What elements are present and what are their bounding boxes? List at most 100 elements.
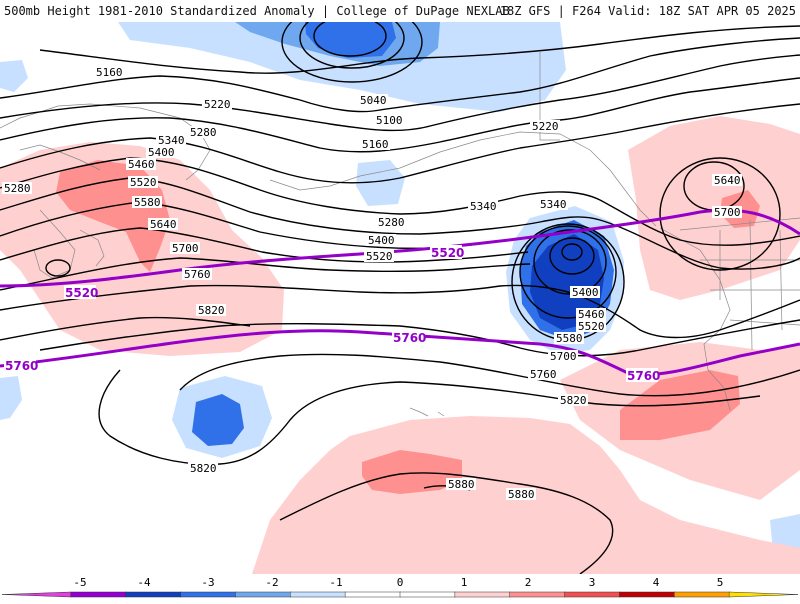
model-run-info: 18Z GFS | F264 Valid: 18Z SAT APR 05 202… (499, 4, 796, 18)
reference-labels: 5520 5520 5760 5760 5760 (4, 245, 660, 383)
height-label: 5340 (468, 200, 498, 213)
height-label: 5700 (548, 350, 578, 363)
map-title: 500mb Height 1981-2010 Standardized Anom… (4, 4, 510, 18)
colorbar-segment (344, 591, 401, 598)
height-label: 5280 (2, 182, 32, 195)
svg-text:5400: 5400 (572, 286, 599, 299)
colorbar-segment (235, 591, 292, 598)
height-label: 5460 (126, 158, 156, 171)
svg-text:5820: 5820 (198, 304, 225, 317)
height-label: 5760 (528, 368, 558, 381)
svg-text:5400: 5400 (148, 146, 175, 159)
height-labels: 5160 5220 5280 5340 5400 5460 5520 5580 … (2, 66, 742, 501)
colorbar-tick-label: 3 (589, 576, 596, 589)
svg-text:5520: 5520 (431, 246, 464, 260)
height-label: 5700 (170, 242, 200, 255)
coastlines (0, 52, 800, 417)
svg-text:5640: 5640 (150, 218, 177, 231)
colorbar-segment (180, 591, 237, 598)
height-label: 5280 (188, 126, 218, 139)
svg-text:5760: 5760 (627, 369, 660, 383)
svg-text:5100: 5100 (376, 114, 403, 127)
colorbar-segment (674, 591, 730, 598)
colorbar-tick-label: -3 (201, 576, 214, 589)
svg-text:5700: 5700 (714, 206, 741, 219)
svg-text:5520: 5520 (366, 250, 393, 263)
svg-text:5700: 5700 (550, 350, 577, 363)
height-label: 5460 (576, 308, 606, 321)
height-label: 5280 (376, 216, 406, 229)
colorbar-tick-label: -4 (137, 576, 151, 589)
svg-text:5820: 5820 (560, 394, 587, 407)
height-label: 5160 (360, 138, 390, 151)
low-center-contours (45, 22, 781, 341)
height-label: 5220 (530, 120, 560, 133)
purple-label: 5520 (430, 245, 464, 260)
height-label: 5700 (712, 206, 742, 219)
colorbar-segment (564, 591, 621, 598)
svg-text:5340: 5340 (158, 134, 185, 147)
colorbar-tick-labels: -5 -4 -3 -2 -1 0 1 2 3 4 5 (73, 576, 723, 589)
colorbar-tick-label: -1 (329, 576, 342, 589)
colorbar-segment (70, 591, 127, 598)
anomaly-colorbar: -5 -4 -3 -2 -1 0 1 2 3 4 5 (0, 574, 800, 600)
height-label: 5400 (146, 146, 176, 159)
height-label: 5040 (358, 94, 388, 107)
height-label: 5880 (506, 488, 536, 501)
svg-text:5760: 5760 (530, 368, 557, 381)
height-label: 5160 (94, 66, 124, 79)
height-label: 5100 (374, 114, 404, 127)
svg-text:5340: 5340 (470, 200, 497, 213)
svg-text:5760: 5760 (184, 268, 211, 281)
colorbar-segment (728, 591, 799, 598)
colorbar-segment (454, 591, 511, 598)
purple-label: 5760 (392, 330, 426, 345)
height-label: 5520 (128, 176, 158, 189)
height-label: 5520 (576, 320, 606, 333)
svg-text:5520: 5520 (578, 320, 605, 333)
purple-label: 5760 (626, 368, 660, 383)
svg-text:5160: 5160 (96, 66, 123, 79)
colorbar-segment (509, 591, 566, 598)
colorbar-segment (290, 591, 346, 598)
colorbar-tick-label: -2 (265, 576, 278, 589)
height-contours (0, 25, 800, 574)
colorbar-tick-label: 1 (461, 576, 468, 589)
height-label: 5880 (446, 478, 476, 491)
svg-text:5880: 5880 (448, 478, 475, 491)
height-label: 5340 (156, 134, 186, 147)
colorbar-tick-label: 0 (397, 576, 404, 589)
svg-text:5280: 5280 (190, 126, 217, 139)
reference-contours (0, 208, 800, 377)
colorbar-tick-label: 2 (525, 576, 532, 589)
colorbar-segment (619, 591, 676, 598)
colorbar-segment (1, 591, 72, 598)
map-panel[interactable]: 5160 5220 5280 5340 5400 5460 5520 5580 … (0, 22, 800, 574)
svg-text:5460: 5460 (128, 158, 155, 171)
svg-text:5640: 5640 (714, 174, 741, 187)
height-label: 5520 (364, 250, 394, 263)
height-label: 5400 (570, 286, 600, 299)
height-label: 5820 (188, 462, 218, 475)
purple-label: 5760 (4, 358, 38, 373)
svg-text:5520: 5520 (130, 176, 157, 189)
svg-text:5040: 5040 (360, 94, 387, 107)
anomaly-map[interactable]: 5160 5220 5280 5340 5400 5460 5520 5580 … (0, 22, 800, 574)
svg-text:5760: 5760 (393, 331, 426, 345)
height-label: 5820 (196, 304, 226, 317)
svg-text:5580: 5580 (556, 332, 583, 345)
svg-text:5880: 5880 (508, 488, 535, 501)
svg-text:5220: 5220 (204, 98, 231, 111)
svg-text:5580: 5580 (134, 196, 161, 209)
svg-text:5220: 5220 (532, 120, 559, 133)
height-label: 5400 (366, 234, 396, 247)
svg-text:5400: 5400 (368, 234, 395, 247)
svg-text:5520: 5520 (65, 286, 98, 300)
svg-text:5340: 5340 (540, 198, 567, 211)
anomaly-shading (0, 22, 800, 574)
svg-text:5280: 5280 (378, 216, 405, 229)
colorbar-segment (399, 591, 456, 598)
height-label: 5340 (538, 198, 568, 211)
svg-text:5820: 5820 (190, 462, 217, 475)
svg-text:5760: 5760 (5, 359, 38, 373)
